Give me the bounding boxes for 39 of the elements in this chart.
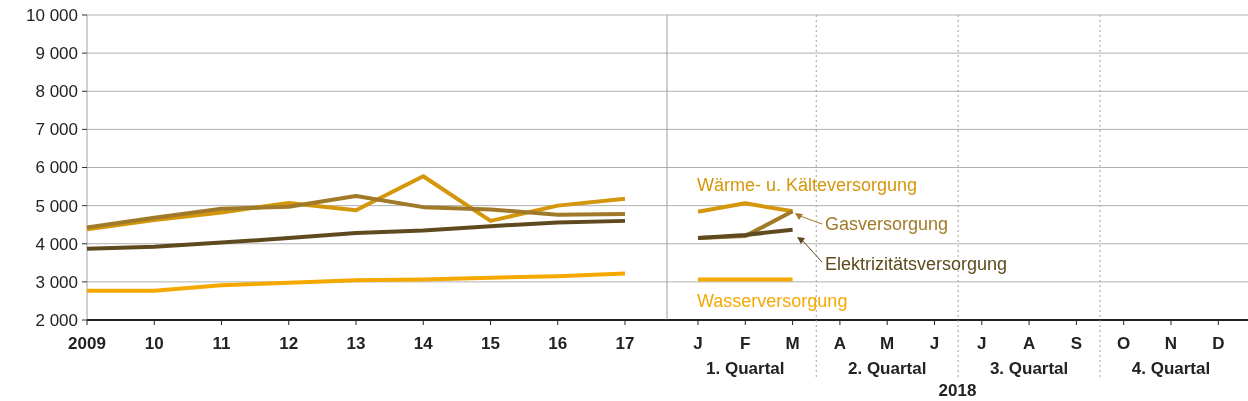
x-tick-label: A: [833, 334, 847, 353]
x-tick-label: N: [1164, 334, 1178, 353]
x-tick-label: 15: [481, 334, 500, 353]
text: 2018: [938, 381, 977, 400]
x-tick-label: M: [785, 334, 800, 353]
x-tick-label: 17: [615, 334, 635, 353]
x-tick-label: J: [693, 334, 703, 353]
x-tick-label: 12: [279, 334, 299, 353]
series-label: Wasserversorgung: [697, 291, 848, 311]
x-tick-label: 13: [346, 334, 366, 353]
text: Elektrizitätsversorgung: [825, 254, 1008, 274]
y-tick-label: 8 000: [35, 82, 78, 102]
x-tick-label: J: [977, 334, 987, 353]
x-tick-label: A: [1022, 334, 1036, 353]
y-tick-label: 3 000: [35, 272, 78, 292]
y-tick-label: 4 000: [35, 234, 78, 254]
x-tick-label: M: [880, 334, 895, 353]
x-tick-label: 2009: [68, 334, 106, 353]
text: 4. Quartal: [1131, 359, 1211, 378]
text: 1. Quartal: [706, 359, 785, 378]
x-tick-label: S: [1070, 334, 1083, 353]
x-tick-label: 14: [413, 334, 434, 353]
legend-label: Gasversorgung: [825, 214, 949, 234]
series-label: Wärme- u. Kälteversorgung: [697, 175, 918, 195]
y-tick-label: 10 000: [26, 5, 78, 25]
x-tick-label: O: [1117, 334, 1131, 353]
x-tick-label: 10: [144, 334, 164, 353]
text: 2. Quartal: [847, 359, 927, 378]
x-tick-label: 16: [548, 334, 568, 353]
y-tick-label: 2 000: [35, 310, 78, 330]
y-tick-label: 7 000: [35, 120, 78, 140]
text: 3. Quartal: [989, 359, 1069, 378]
y-tick-label: 5 000: [35, 196, 78, 216]
x-tick-label: F: [740, 334, 751, 353]
x-tick-label: J: [929, 334, 940, 353]
x-tick-label: D: [1212, 334, 1225, 353]
y-tick-label: 9 000: [35, 44, 78, 64]
x-tick-label: 11: [212, 334, 231, 353]
y-tick-label: 6 000: [35, 158, 78, 178]
